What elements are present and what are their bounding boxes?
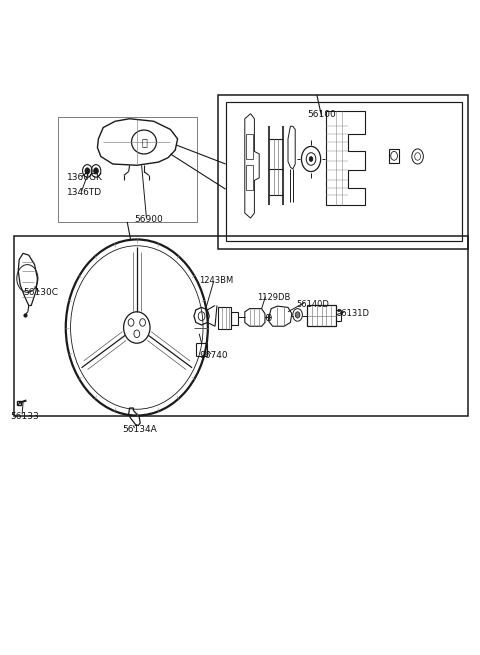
Text: Ⓗ: Ⓗ <box>141 137 147 147</box>
Circle shape <box>309 157 313 162</box>
Circle shape <box>94 168 98 174</box>
Text: 56130C: 56130C <box>23 288 58 297</box>
Circle shape <box>295 312 300 318</box>
Bar <box>246 165 253 191</box>
Bar <box>246 134 253 159</box>
Circle shape <box>85 168 90 174</box>
Text: 56140D: 56140D <box>297 300 329 309</box>
Text: 96740: 96740 <box>199 351 228 360</box>
Bar <box>389 149 399 162</box>
Text: 56100: 56100 <box>307 111 336 119</box>
Text: 1360GK: 1360GK <box>67 174 103 182</box>
Text: 56900: 56900 <box>134 215 163 224</box>
Text: 56133: 56133 <box>11 412 39 421</box>
Text: 1129DB: 1129DB <box>257 293 290 303</box>
Text: 56134A: 56134A <box>122 426 157 434</box>
Text: 56131D: 56131D <box>336 309 369 318</box>
Text: 1346TD: 1346TD <box>67 188 102 196</box>
Text: 1243BM: 1243BM <box>199 276 233 285</box>
